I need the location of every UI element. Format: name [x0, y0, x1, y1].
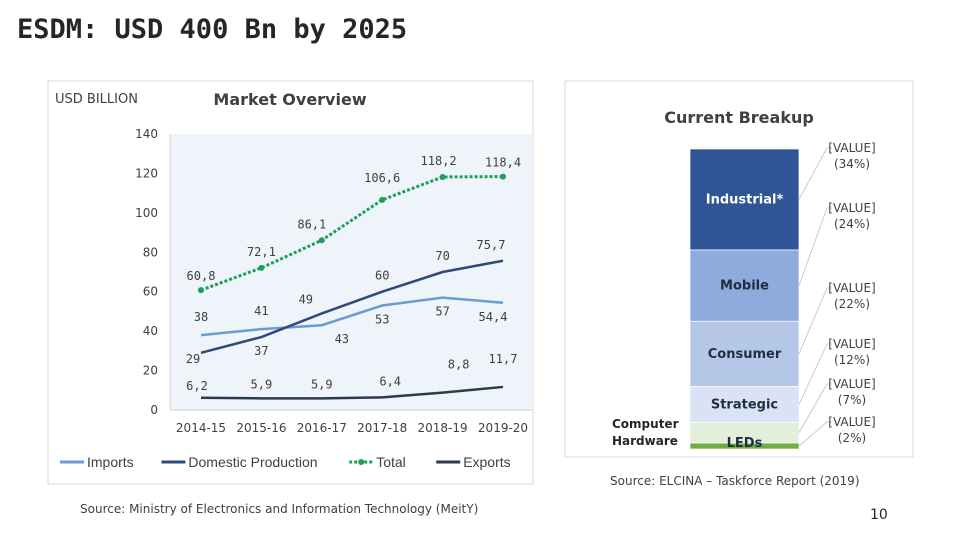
percent-label: (24%) — [834, 217, 870, 231]
line-chart-source: Source: Ministry of Electronics and Info… — [80, 502, 479, 516]
total-point — [500, 173, 506, 180]
y-tick-label: 60 — [143, 285, 158, 299]
legend-marker — [358, 459, 365, 465]
data-label: 5,9 — [251, 377, 273, 391]
leader-line — [798, 207, 832, 286]
data-label: 86,1 — [297, 217, 326, 231]
value-label: [VALUE] — [828, 201, 875, 215]
data-label: 106,6 — [364, 171, 400, 185]
data-label: 5,9 — [311, 377, 333, 391]
bar-segment-consumer — [689, 320, 800, 387]
data-label: 43 — [335, 332, 349, 346]
data-label: 57 — [435, 305, 449, 319]
segment-label: Industrial* — [706, 192, 784, 207]
segment-label: Mobile — [720, 279, 769, 294]
percent-label: (12%) — [834, 353, 870, 367]
y-tick-label: 20 — [143, 364, 158, 378]
data-label: 60,8 — [187, 269, 216, 283]
y-tick-label: 140 — [135, 127, 158, 141]
segment-label: Strategic — [711, 397, 778, 412]
data-label: 60 — [375, 269, 389, 283]
value-label: [VALUE] — [828, 415, 875, 429]
data-label: 118,2 — [421, 154, 457, 168]
total-point — [198, 287, 204, 294]
leader-line — [798, 343, 832, 405]
data-label: 6,4 — [379, 374, 401, 388]
data-label: 70 — [435, 249, 449, 263]
data-label: 11,7 — [489, 352, 518, 366]
legend-label: Domestic Production — [188, 454, 317, 470]
percent-label: (22%) — [834, 297, 870, 311]
series-line-domestic-production — [200, 259, 504, 355]
page-title: ESDM: USD 400 Bn by 2025 — [17, 14, 408, 45]
series-line-imports — [200, 296, 504, 337]
total-point — [379, 196, 386, 203]
percent-label: (7%) — [838, 393, 866, 407]
y-tick-label: 120 — [135, 166, 158, 180]
line-chart-title: Market Overview — [213, 90, 366, 109]
leader-line — [798, 147, 832, 200]
x-tick-label: 2016-17 — [297, 421, 347, 435]
x-tick-label: 2015-16 — [236, 421, 286, 435]
total-point — [258, 264, 265, 271]
leader-line — [798, 421, 832, 447]
data-label: 54,4 — [479, 310, 508, 324]
data-label: 49 — [299, 292, 313, 306]
value-label: [VALUE] — [828, 377, 875, 391]
value-label: [VALUE] — [828, 337, 875, 351]
data-label: 118,4 — [485, 156, 521, 170]
legend-label: Imports — [87, 454, 134, 470]
data-label: 53 — [375, 313, 389, 327]
bar-segment-industrial- — [689, 148, 800, 251]
bar-segment-strategic — [689, 386, 800, 423]
x-tick-label: 2019-20 — [478, 421, 528, 435]
data-label: 6,2 — [186, 379, 208, 393]
series-line-total — [200, 175, 504, 292]
y-tick-label: 0 — [150, 403, 158, 417]
legend-label: Exports — [463, 454, 510, 470]
page-number: 10 — [870, 507, 888, 523]
percent-label: (2%) — [838, 431, 866, 445]
data-label: 41 — [254, 304, 268, 318]
data-label: 37 — [254, 344, 268, 358]
leader-line — [798, 287, 832, 355]
y-tick-label: 80 — [143, 245, 158, 259]
y-tick-label: 100 — [135, 206, 158, 220]
bar-chart-title: Current Breakup — [664, 108, 814, 127]
legend-item: Exports — [436, 454, 511, 470]
legend-item: Domestic Production — [161, 454, 318, 470]
segment-label: Hardware — [612, 434, 678, 448]
bar-segment-mobile — [689, 249, 800, 322]
x-tick-label: 2018-19 — [418, 421, 468, 435]
legend-item: Total — [349, 454, 406, 470]
total-point — [318, 237, 325, 244]
data-label: 72,1 — [247, 245, 276, 259]
segment-label: Consumer — [708, 347, 782, 362]
data-label: 8,8 — [448, 358, 470, 372]
legend-item: Imports — [60, 454, 134, 470]
data-label: 38 — [194, 310, 208, 324]
leader-line — [798, 383, 832, 433]
plot-area — [170, 134, 533, 410]
series-line-exports — [200, 385, 504, 400]
x-tick-label: 2014-15 — [176, 421, 226, 435]
bar-chart: Industrial* [VALUE] (34%) Mobile [VALUE] (24%… — [612, 141, 876, 451]
y-axis-label: USD BILLION — [55, 92, 138, 107]
line-chart: 0 20 40 60 80 100 120 140 2014-15 2015-16 2016-17 2… — [60, 127, 528, 470]
segment-label: Computer — [612, 417, 679, 431]
data-label: 29 — [186, 352, 200, 366]
x-tick-label: 2017-18 — [357, 421, 407, 435]
percent-label: (34%) — [834, 157, 870, 171]
y-tick-label: 40 — [143, 324, 158, 338]
data-label: 75,7 — [477, 238, 506, 252]
bar-segment-leds — [689, 442, 800, 450]
legend-label: Total — [376, 454, 406, 470]
value-label: [VALUE] — [828, 141, 875, 155]
total-point — [439, 173, 446, 180]
bar-chart-source: Source: ELCINA – Taskforce Report (2019) — [610, 474, 860, 488]
segment-label: LEDs — [727, 436, 763, 451]
value-label: [VALUE] — [828, 281, 875, 295]
